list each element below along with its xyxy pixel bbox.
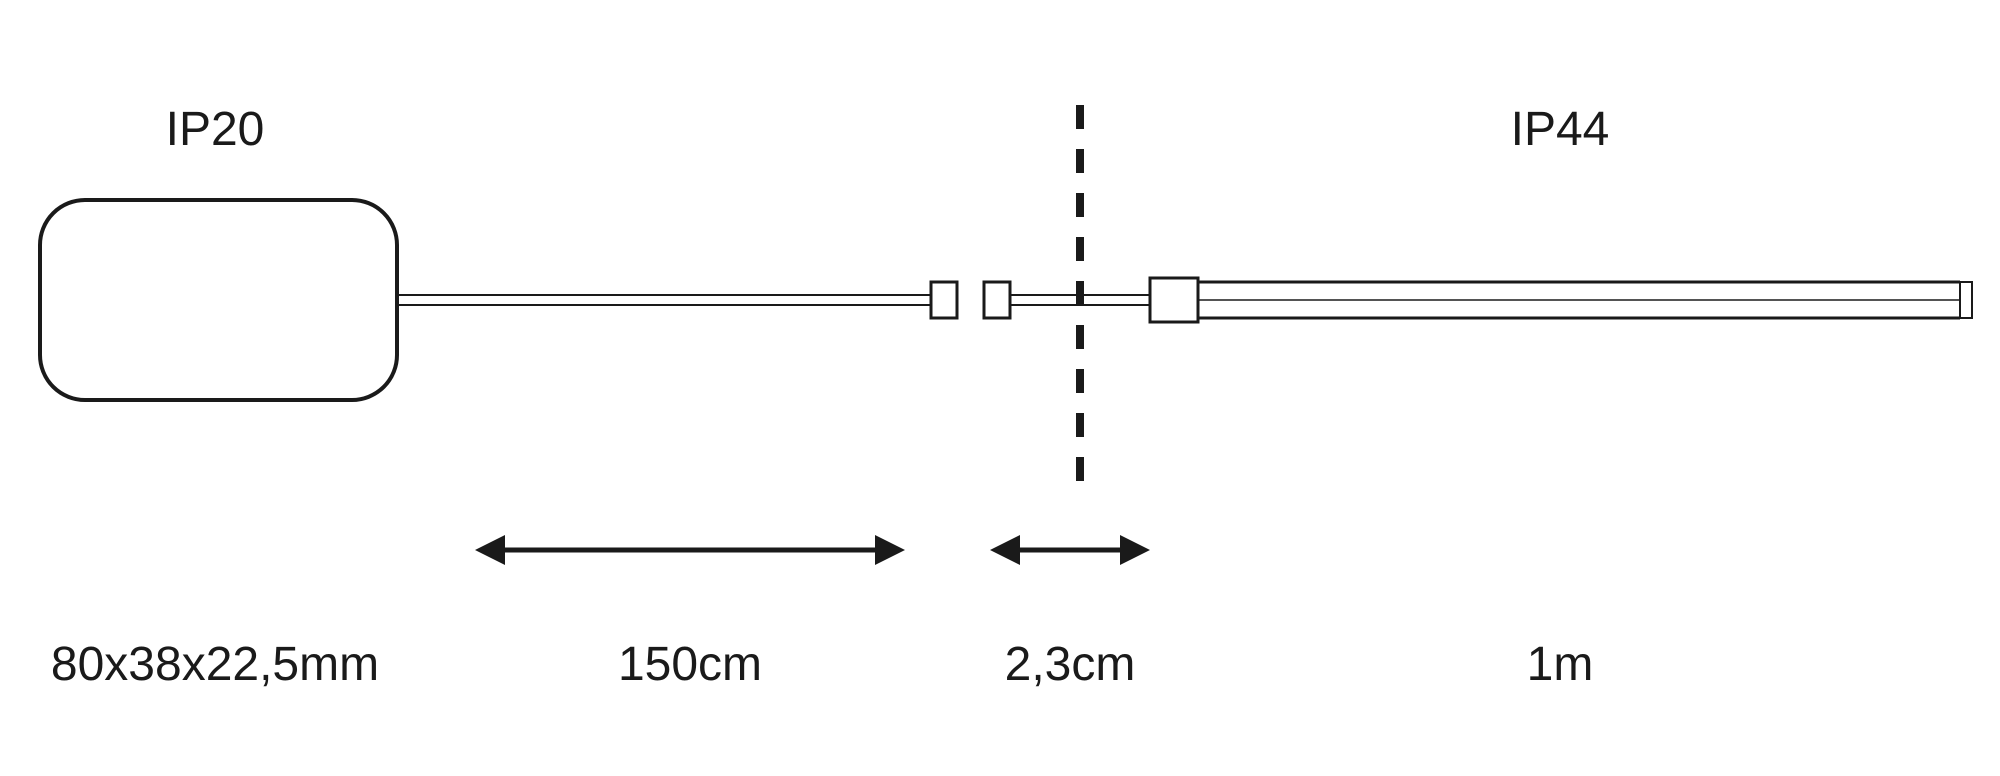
- label-short-len: 2,3cm: [1005, 638, 1136, 691]
- connector-3: [1150, 278, 1198, 322]
- dimension-arrow-cable-head-left: [475, 535, 505, 565]
- dimension-arrow-cable-head-right: [875, 535, 905, 565]
- label-ip20: IP20: [166, 103, 265, 156]
- label-ip44: IP44: [1511, 103, 1610, 156]
- strip-endcap: [1960, 282, 1972, 318]
- label-cable-len: 150cm: [618, 638, 762, 691]
- dimension-arrow-short-head-left: [990, 535, 1020, 565]
- connector-2: [984, 282, 1010, 318]
- power-box: [40, 200, 397, 400]
- label-strip-len: 1m: [1527, 638, 1594, 691]
- dimension-arrow-short-head-right: [1120, 535, 1150, 565]
- connector-1: [931, 282, 957, 318]
- label-box-dim: 80x38x22,5mm: [51, 638, 379, 691]
